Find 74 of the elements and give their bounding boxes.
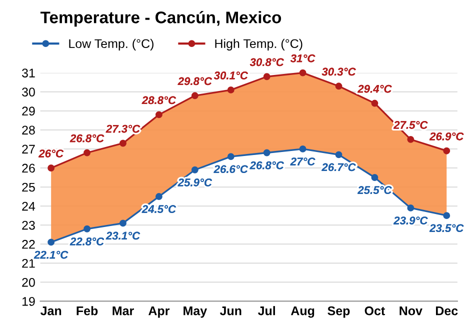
x-tick-label: May xyxy=(184,306,208,318)
point xyxy=(191,166,198,174)
y-tick-label: 20 xyxy=(22,278,35,287)
point xyxy=(263,73,270,80)
y-tick-label: 30 xyxy=(22,88,35,97)
data-label: 27.3°C xyxy=(106,124,140,133)
point xyxy=(120,140,126,147)
y-tick-label: 19 xyxy=(22,297,35,306)
data-label: 26.8°C xyxy=(70,134,104,142)
x-tick-label: Sep xyxy=(328,306,350,318)
legend-label: Low Temp. (°C) xyxy=(69,38,154,51)
data-label: 22.1°C xyxy=(34,250,68,259)
data-label: 23.1°C xyxy=(106,232,140,240)
point xyxy=(155,111,162,118)
y-tick-label: 23 xyxy=(22,220,35,230)
data-label: 28.8°C xyxy=(142,96,176,104)
x-tick-label: Jun xyxy=(220,306,242,316)
x-tick-label: Jan xyxy=(40,306,62,316)
data-label: 26.7°C xyxy=(322,163,356,172)
y-tick-label: 25 xyxy=(22,182,35,192)
data-label: 26.8°C xyxy=(250,161,284,170)
data-label: 26°C xyxy=(38,150,64,158)
y-tick-label: 31 xyxy=(22,68,35,78)
x-tick-label: Apr xyxy=(148,306,170,318)
point xyxy=(335,82,342,90)
point xyxy=(371,174,378,181)
data-label: 29.8°C xyxy=(178,77,212,86)
data-label: 23.5°C xyxy=(429,224,464,232)
data-label: 27°C xyxy=(290,158,316,166)
point xyxy=(191,92,198,100)
point xyxy=(443,212,450,220)
point xyxy=(407,204,414,212)
point xyxy=(155,193,162,200)
y-tick-label: 28 xyxy=(22,126,35,135)
point xyxy=(407,136,414,143)
data-label: 23.9°C xyxy=(393,216,428,224)
point xyxy=(48,238,55,246)
y-tick-label: 27 xyxy=(22,144,35,154)
data-label: 22.8°C xyxy=(70,238,104,246)
point xyxy=(443,147,450,154)
legend-label: High Temp. (°C) xyxy=(215,38,302,51)
data-label: 31°C xyxy=(290,54,316,62)
y-tick-label: 24 xyxy=(22,202,36,211)
data-label: 24.5°C xyxy=(142,205,176,214)
x-tick-label: Dec xyxy=(436,306,458,316)
y-tick-label: 26 xyxy=(22,164,35,173)
point xyxy=(48,164,55,172)
x-tick-label: Aug xyxy=(290,306,314,318)
x-tick-label: Mar xyxy=(112,306,134,316)
point xyxy=(84,149,91,156)
y-tick-label: 22 xyxy=(22,240,35,249)
point xyxy=(299,145,306,152)
data-label: 26.6°C xyxy=(214,165,248,174)
point xyxy=(299,69,306,76)
y-tick-label: 29 xyxy=(22,106,35,116)
data-label: 29.4°C xyxy=(357,84,392,93)
point xyxy=(335,151,342,158)
x-tick-label: Oct xyxy=(364,306,385,316)
chart-title: Temperature - Cancún, Mexico xyxy=(40,10,282,27)
point xyxy=(227,86,234,94)
point xyxy=(263,149,270,156)
x-tick-label: Feb xyxy=(76,306,98,316)
x-tick-label: Jul xyxy=(258,306,275,316)
data-label: 30.3°C xyxy=(322,68,356,76)
y-tick-label: 21 xyxy=(22,258,35,268)
point xyxy=(120,220,126,227)
data-label: 30.8°C xyxy=(250,58,284,66)
point xyxy=(371,100,378,107)
point xyxy=(84,225,91,232)
data-label: 30.1°C xyxy=(214,72,248,80)
point xyxy=(227,153,234,160)
data-label: 25.9°C xyxy=(178,178,212,186)
x-tick-label: Nov xyxy=(400,306,422,316)
data-label: 26.9°C xyxy=(429,132,464,140)
